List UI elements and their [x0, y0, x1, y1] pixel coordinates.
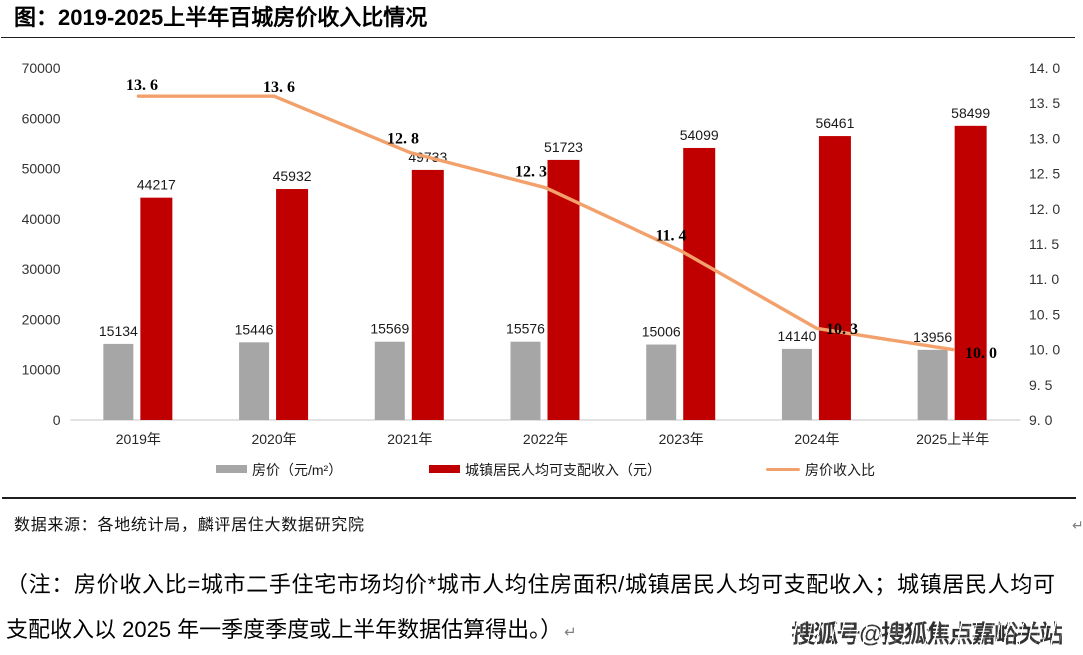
- right-axis-tick-label: 12. 5: [1029, 166, 1060, 182]
- left-axis-tick-label: 0: [53, 412, 61, 428]
- category-label: 2023年: [659, 431, 704, 447]
- bar-label-price: 14140: [777, 328, 816, 344]
- bar-income: [954, 125, 987, 420]
- bar-income: [818, 136, 851, 420]
- chart-layer: 0 10000 20000 30000 40000 50000 60000 70000 9. 0…: [22, 60, 1061, 447]
- bar-price: [646, 344, 677, 420]
- note-line-2: 支配收入以 2025 年一季度季度或上半年数据估算得出。） ↵: [6, 607, 1055, 655]
- left-axis-tick-label: 60000: [22, 110, 61, 126]
- note-line-2-text: 支配收入以 2025 年一季度季度或上半年数据估算得出。）: [6, 617, 563, 642]
- bar-label-price: 15006: [642, 324, 681, 340]
- bar-label-price: 15446: [235, 321, 274, 337]
- legend-label-income: 城镇居民人均可支配收入（元）: [465, 462, 661, 478]
- legend-swatch-price: [216, 464, 247, 473]
- left-axis-tick-label: 20000: [22, 311, 61, 327]
- right-axis-tick-label: 10. 5: [1029, 306, 1060, 322]
- bar-price: [374, 341, 405, 420]
- left-axis-tick-label: 70000: [22, 60, 61, 76]
- line-label: 11. 4: [655, 228, 686, 245]
- ratio-line: [136, 94, 955, 352]
- note-text: （注：房价收入比=城市二手住宅市场均价*城市人均住房面积/城镇居民人均可支配收入…: [6, 562, 1055, 655]
- bar-label-price: 15576: [506, 321, 545, 337]
- bar-price: [510, 341, 541, 420]
- chart-title: 图：2019-2025上半年百城房价收入比情况: [14, 5, 428, 30]
- right-axis-tick-label: 12. 0: [1029, 201, 1060, 217]
- bar-label-income: 58499: [951, 105, 990, 121]
- bar-price: [239, 342, 270, 420]
- bar-label-income: 54099: [680, 127, 719, 143]
- left-axis-tick-label: 50000: [22, 161, 61, 177]
- line-label: 13. 6: [126, 77, 158, 94]
- left-axis-tick-label: 30000: [22, 261, 61, 277]
- right-axis-tick-label: 10. 0: [1029, 342, 1060, 358]
- right-axis-tick-label: 13. 0: [1029, 130, 1060, 146]
- bar-price: [103, 343, 134, 420]
- bar-price: [781, 348, 812, 420]
- return-mark-icon: ↵: [564, 623, 577, 641]
- line-label: 13. 6: [263, 79, 295, 96]
- return-mark-icon: ↵: [1072, 518, 1083, 534]
- bar-label-price: 15569: [370, 321, 409, 337]
- category-label: 2022年: [523, 431, 568, 447]
- chart-legend: 房价（元/m²） 城镇居民人均可支配收入（元） 房价收入比: [0, 461, 1083, 479]
- bar-label-income: 45932: [273, 168, 312, 184]
- section-divider: [2, 497, 1076, 499]
- line-label: 10. 3: [826, 321, 858, 338]
- line-label: 12. 8: [387, 131, 419, 148]
- left-axis-tick-label: 10000: [22, 362, 61, 378]
- bar-income: [140, 197, 173, 420]
- right-axis-tick-label: 14. 0: [1029, 60, 1060, 76]
- bar-income: [411, 169, 444, 420]
- right-axis-tick-label: 11. 5: [1029, 236, 1059, 252]
- bar-income: [683, 147, 716, 420]
- bar-label-price: 15134: [99, 323, 138, 339]
- title-divider: [1, 36, 1075, 39]
- legend-label-ratio: 房价收入比: [805, 462, 875, 478]
- bar-price: [917, 349, 948, 420]
- line-label: 12. 3: [515, 164, 547, 181]
- category-label: 2020年: [251, 431, 296, 447]
- category-label: 2019年: [116, 431, 161, 447]
- bar-income: [276, 189, 309, 420]
- watermark: 搜狐号@搜狐焦点嘉峪关站: [791, 614, 1063, 649]
- category-label: 2025上半年: [916, 431, 989, 447]
- right-axis-tick-label: 9. 0: [1029, 412, 1053, 428]
- bar-label-income: 56461: [815, 115, 854, 131]
- note-line-1: （注：房价收入比=城市二手住宅市场均价*城市人均住房面积/城镇居民人均可支配收入…: [6, 572, 1055, 597]
- bar-label-price: 13956: [913, 329, 952, 345]
- right-axis-tick-label: 9. 5: [1029, 377, 1053, 393]
- left-axis-tick-label: 40000: [22, 211, 61, 227]
- category-label: 2024年: [794, 431, 839, 447]
- data-source: 数据来源：各地统计局，麟评居住大数据研究院: [14, 517, 365, 534]
- bar-label-income: 44217: [137, 177, 176, 193]
- right-axis-tick-label: 11. 0: [1029, 271, 1059, 287]
- line-label: 10. 0: [965, 345, 997, 362]
- bar-income: [547, 159, 580, 420]
- bar-label-income: 51723: [544, 139, 583, 155]
- category-label: 2021年: [387, 431, 432, 447]
- legend-swatch-income: [429, 464, 460, 473]
- legend-swatch-ratio: [766, 467, 800, 472]
- legend-label-price: 房价（元/m²）: [252, 462, 343, 478]
- right-axis-tick-label: 13. 5: [1029, 95, 1060, 111]
